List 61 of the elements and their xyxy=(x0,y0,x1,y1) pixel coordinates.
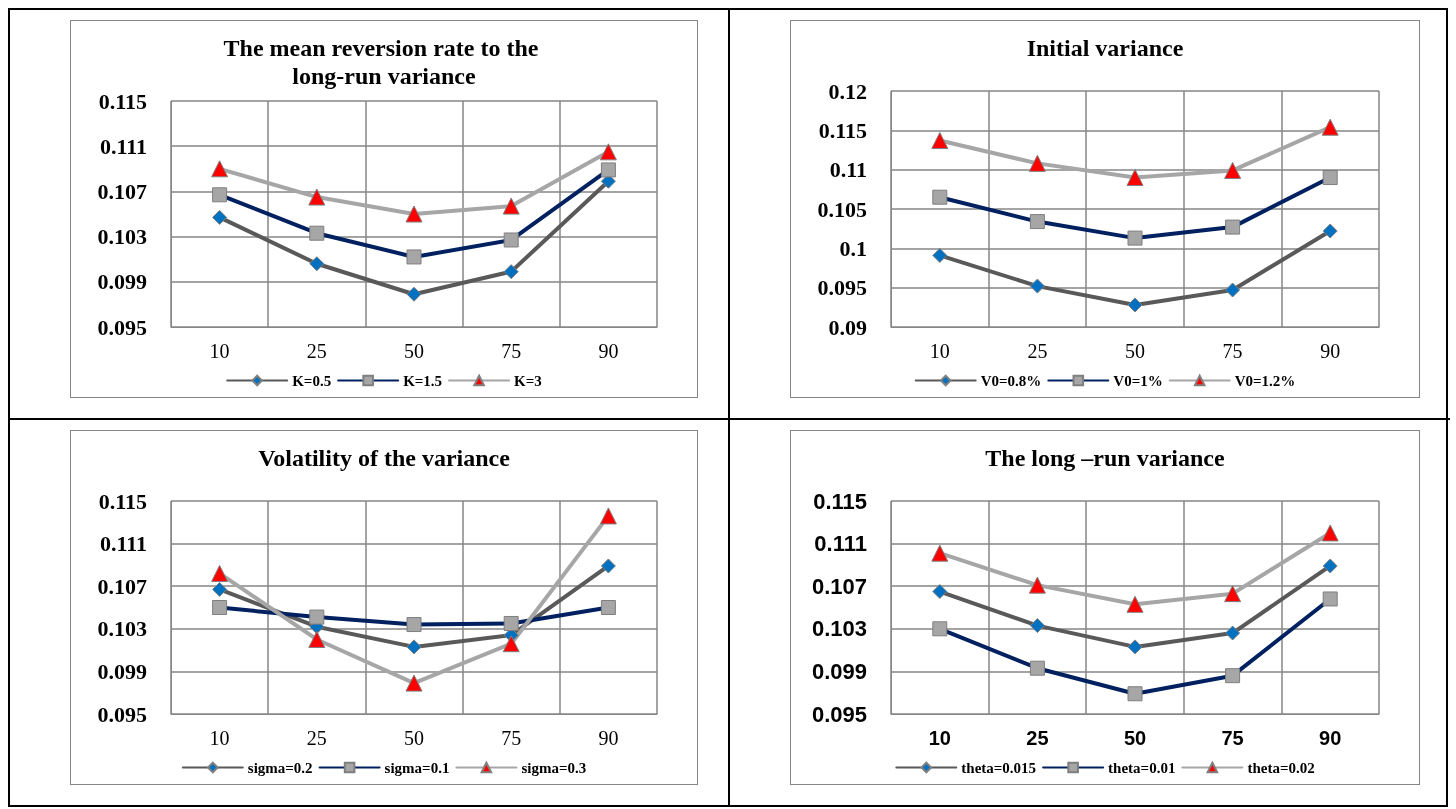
x-tick-label: 90 xyxy=(1320,340,1341,362)
chart-title: The long –run variance xyxy=(985,445,1226,471)
x-tick-label: 50 xyxy=(1125,340,1145,362)
y-tick-label: 0.111 xyxy=(99,133,147,159)
x-tick-label: 10 xyxy=(209,340,230,362)
x-tick-label: 90 xyxy=(598,727,619,749)
chart-title: The mean reversion rate to the long-run variance xyxy=(223,35,545,89)
y-tick-label: 0.111 xyxy=(99,531,147,557)
y-tick-label: 0.107 xyxy=(97,573,147,599)
x-tick-label: 90 xyxy=(1319,727,1342,749)
x-tick-label: 50 xyxy=(1123,727,1147,749)
y-tick-label: 0.099 xyxy=(97,269,147,295)
y-tick-label: 0.115 xyxy=(813,488,867,514)
y-tick-label: 0.095 xyxy=(97,314,147,340)
x-tick-label: 25 xyxy=(306,727,327,749)
legend-label: K=1.5 xyxy=(403,372,443,389)
y-tick-label: 0.107 xyxy=(97,178,147,204)
legend-label: sigma=0.3 xyxy=(521,759,587,776)
y-tick-label: 0.095 xyxy=(817,275,867,301)
x-tick-label: 75 xyxy=(501,340,522,362)
x-tick-label: 25 xyxy=(1026,727,1049,749)
chart-title: Volatility of the variance xyxy=(258,445,511,471)
x-tick-label: 75 xyxy=(1221,727,1244,749)
x-tick-label: 75 xyxy=(501,727,522,749)
y-tick-label: 0.103 xyxy=(97,224,147,250)
y-tick-label: 0.105 xyxy=(817,196,867,222)
y-tick-label: 0.115 xyxy=(818,117,867,143)
legend-label: V0=0.8% xyxy=(980,372,1042,389)
legend-label: theta=0.02 xyxy=(1247,759,1315,776)
x-tick-label: 90 xyxy=(598,340,619,362)
y-tick-label: 0.115 xyxy=(98,488,147,514)
y-tick-label: 0.103 xyxy=(811,616,867,642)
legend-label: theta=0.01 xyxy=(1108,759,1176,776)
x-tick-label: 75 xyxy=(1222,340,1243,362)
y-tick-label: 0.115 xyxy=(98,88,147,114)
legend-label: theta=0.015 xyxy=(961,759,1037,776)
y-tick-label: 0.107 xyxy=(811,573,867,599)
y-tick-label: 0.095 xyxy=(97,701,147,727)
y-tick-label: 0.099 xyxy=(97,658,147,684)
x-tick-label: 50 xyxy=(404,340,424,362)
legend-label: V0=1.2% xyxy=(1234,372,1296,389)
legend-label: K=0.5 xyxy=(292,372,332,389)
legend-label: sigma=0.1 xyxy=(384,759,450,776)
legend-label: K=3 xyxy=(514,372,542,389)
x-tick-label: 10 xyxy=(929,340,950,362)
y-tick-label: 0.09 xyxy=(828,314,867,340)
x-tick-label: 25 xyxy=(1027,340,1048,362)
y-tick-label: 0.099 xyxy=(811,658,867,684)
x-tick-label: 10 xyxy=(928,727,951,749)
y-tick-label: 0.103 xyxy=(97,616,147,642)
x-tick-label: 25 xyxy=(306,340,327,362)
y-tick-label: 0.12 xyxy=(828,78,867,104)
y-tick-label: 0.095 xyxy=(811,701,867,727)
x-tick-label: 10 xyxy=(209,727,230,749)
x-tick-label: 50 xyxy=(404,727,424,749)
chart-title: Initial variance xyxy=(1026,35,1184,61)
y-tick-label: 0.11 xyxy=(829,157,867,183)
legend-label: V0=1% xyxy=(1113,372,1163,389)
y-tick-label: 0.1 xyxy=(839,235,867,261)
legend-label: sigma=0.2 xyxy=(247,759,313,776)
y-tick-label: 0.111 xyxy=(814,531,867,557)
